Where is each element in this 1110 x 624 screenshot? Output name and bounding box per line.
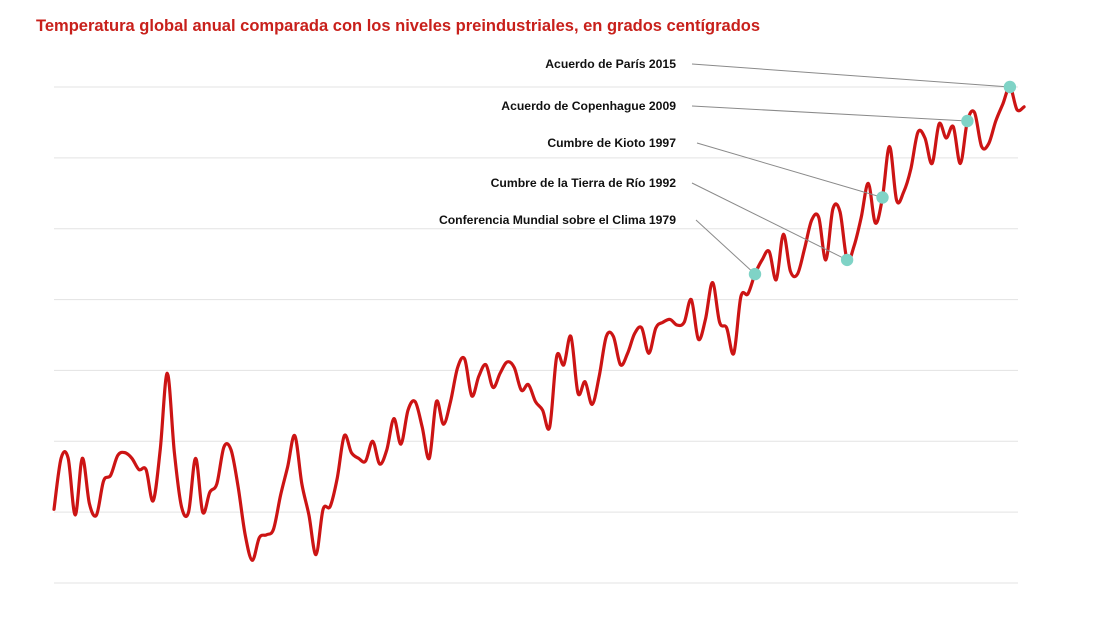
annotation-markers <box>748 80 1017 281</box>
annotation-leaders <box>691 63 1010 275</box>
annotation-leader-line <box>691 63 1010 88</box>
annotation-label: Cumbre de la Tierra de Río 1992 <box>491 176 677 190</box>
annotation-labels: Acuerdo de París 2015 Acuerdo de Copenhag… <box>439 57 676 227</box>
annotation-marker <box>961 114 974 128</box>
annotation-label: Cumbre de Kioto 1997 <box>547 136 676 150</box>
annotation-leader-line <box>695 219 756 275</box>
annotation-marker <box>1003 80 1017 94</box>
gridlines <box>54 86 1018 584</box>
series-layer <box>52 85 1026 562</box>
annotation-leader-line <box>691 105 968 122</box>
annotation-leader-line <box>696 142 883 198</box>
annotation-label: Acuerdo de París 2015 <box>545 57 676 71</box>
annotation-label: Conferencia Mundial sobre el Clima 1979 <box>439 213 676 227</box>
annotation-marker <box>840 253 854 267</box>
chart-title: Temperatura global anual comparada con l… <box>36 17 761 35</box>
annotation-label: Acuerdo de Copenhague 2009 <box>501 99 676 113</box>
annotation-marker <box>876 191 889 204</box>
temperature-line <box>52 85 1026 562</box>
annotation-marker <box>748 267 762 281</box>
annotation-leader-line <box>691 182 848 261</box>
